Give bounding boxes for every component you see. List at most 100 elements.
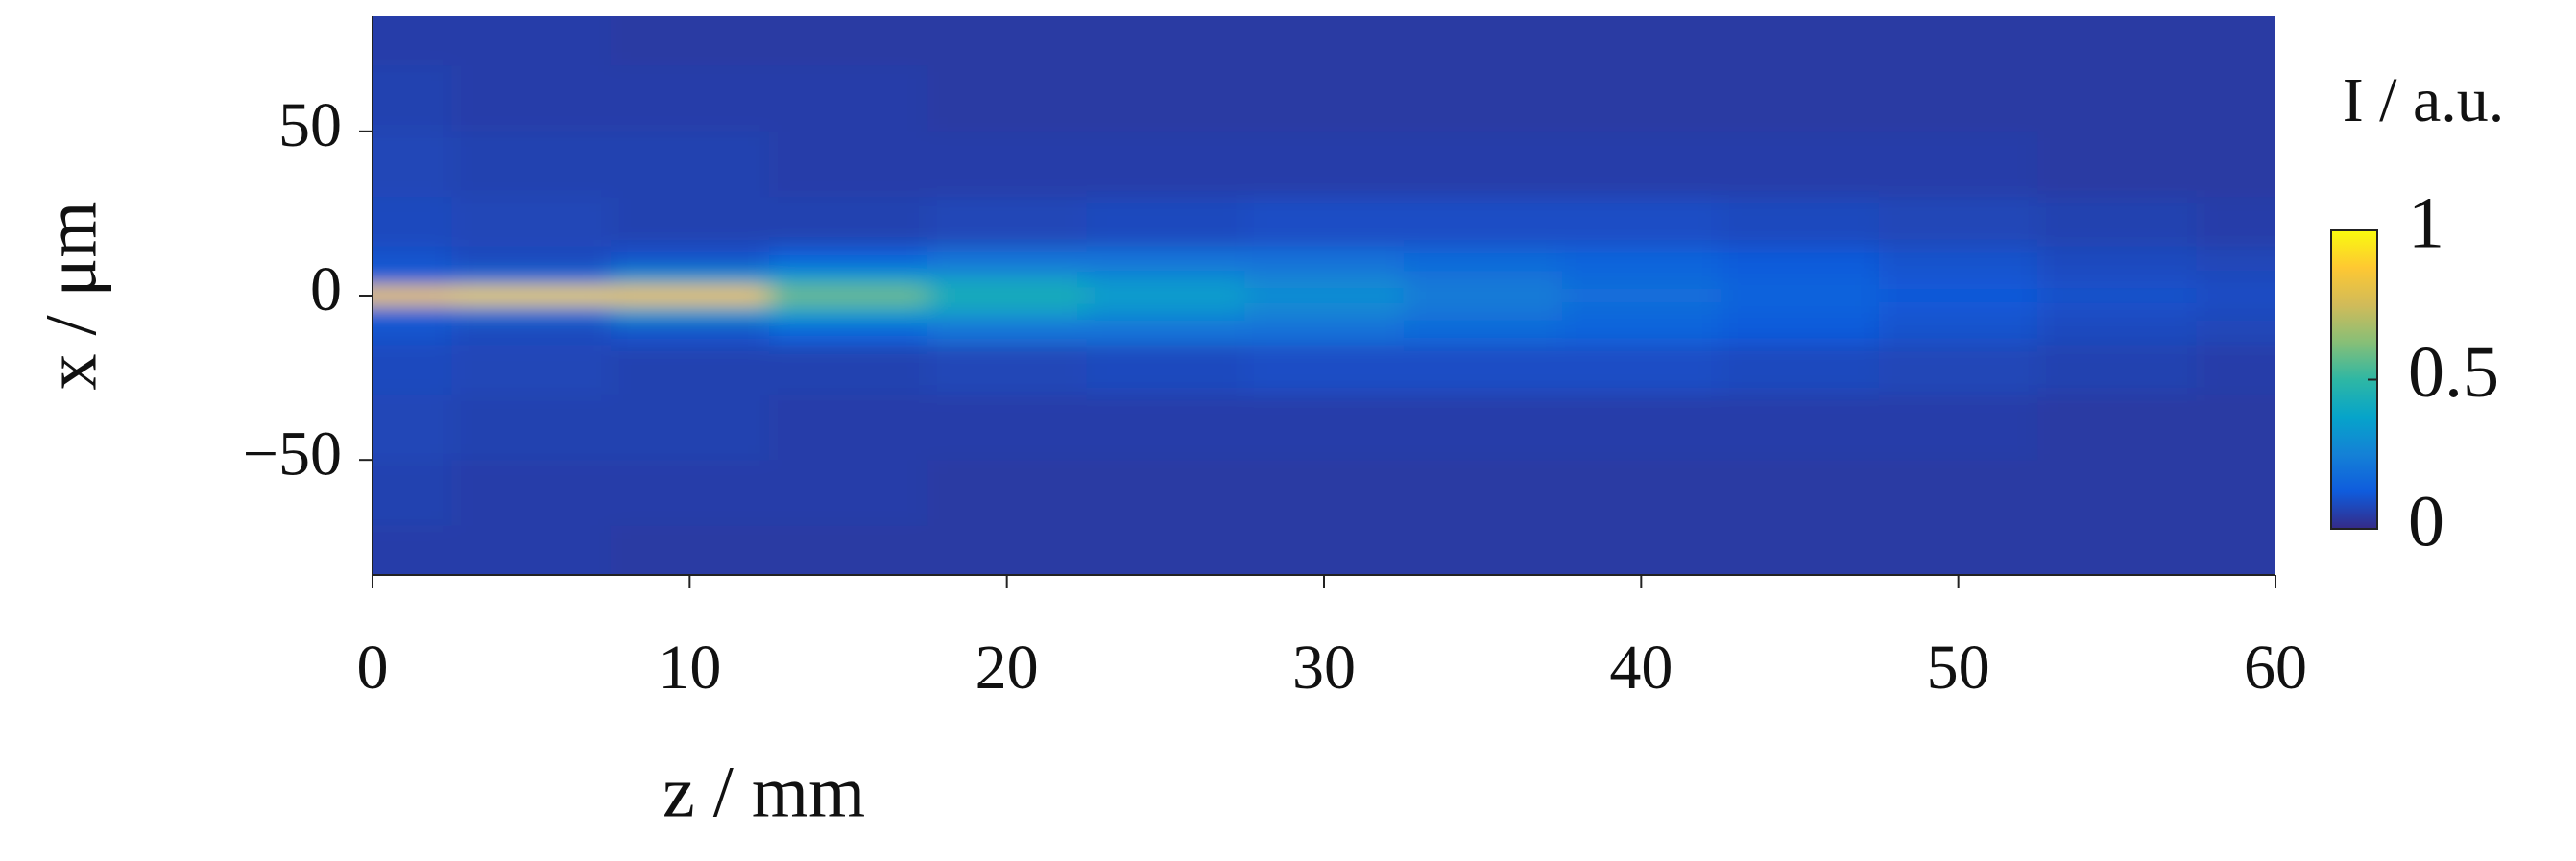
heatmap-cell bbox=[373, 197, 452, 248]
heatmap-cell bbox=[1720, 16, 1880, 66]
heatmap-cell bbox=[2037, 287, 2197, 305]
heatmap-cell bbox=[1403, 16, 1562, 66]
heatmap-cell bbox=[1244, 246, 1404, 272]
heatmap-cell bbox=[768, 320, 928, 346]
heatmap-cell bbox=[2037, 394, 2197, 461]
heatmap-cell bbox=[2037, 271, 2197, 288]
heatmap-cell bbox=[2196, 303, 2275, 322]
heatmap-cell bbox=[373, 345, 452, 395]
heatmap-cell bbox=[2196, 16, 2275, 66]
heatmap-cell bbox=[451, 320, 611, 346]
heatmap-cell bbox=[2037, 320, 2197, 346]
heatmap-cell bbox=[927, 131, 1087, 198]
y-axis-label: x / μm bbox=[31, 202, 111, 391]
heatmap-cell bbox=[610, 320, 769, 346]
heatmap-cell bbox=[373, 394, 452, 461]
heatmap-cell bbox=[2037, 345, 2197, 395]
heatmap-cell bbox=[1244, 303, 1404, 322]
heatmap-cell bbox=[1879, 303, 2038, 322]
heatmap-cell bbox=[610, 16, 769, 66]
heatmap-cell bbox=[1879, 394, 2038, 461]
heatmap-cell bbox=[610, 271, 769, 288]
colorbar-tick-label: 0 bbox=[2408, 481, 2444, 562]
heatmap-cell bbox=[1879, 320, 2038, 346]
heatmap-cell bbox=[768, 271, 928, 288]
heatmap-cell bbox=[451, 303, 611, 322]
colorbar-tick-label: 0.5 bbox=[2408, 332, 2499, 413]
heatmap-cell bbox=[451, 287, 611, 305]
heatmap-cell bbox=[2196, 525, 2275, 575]
heatmap-cell bbox=[768, 303, 928, 322]
x-tick-label: 30 bbox=[1292, 633, 1356, 703]
heatmap-cell bbox=[1403, 460, 1562, 527]
heatmap-cell bbox=[1720, 197, 1880, 248]
heatmap-cell bbox=[610, 460, 769, 527]
x-tick-label: 50 bbox=[1927, 633, 1990, 703]
heatmap-cell bbox=[610, 131, 769, 198]
heatmap-cell bbox=[1720, 246, 1880, 272]
heatmap-cell bbox=[768, 131, 928, 198]
y-tick-label: 50 bbox=[278, 90, 342, 160]
heatmap-cell bbox=[451, 525, 611, 575]
heatmap-cell bbox=[610, 303, 769, 322]
heatmap-cell bbox=[1720, 303, 1880, 322]
heatmap-cell bbox=[451, 345, 611, 395]
heatmap-cell bbox=[610, 525, 769, 575]
heatmap-cell bbox=[2037, 131, 2197, 198]
heatmap-cell bbox=[373, 460, 452, 527]
heatmap-cell bbox=[768, 394, 928, 461]
heatmap-cell bbox=[1244, 394, 1404, 461]
heatmap-cell bbox=[2037, 525, 2197, 575]
colorbar-label: I / a.u. bbox=[2343, 65, 2505, 135]
heatmap-cell bbox=[768, 460, 928, 527]
heatmap-cell bbox=[451, 460, 611, 527]
heatmap-cell bbox=[2037, 460, 2197, 527]
heatmap-cell bbox=[927, 460, 1087, 527]
heatmap-cell bbox=[1086, 320, 1245, 346]
heatmap-cell bbox=[1403, 394, 1562, 461]
heatmap bbox=[373, 16, 2275, 575]
heatmap-cell bbox=[2196, 131, 2275, 198]
heatmap-cell bbox=[1403, 197, 1562, 248]
heatmap-cell bbox=[1086, 131, 1245, 198]
heatmap-cell bbox=[1086, 345, 1245, 395]
heatmap-cell bbox=[1086, 525, 1245, 575]
heatmap-cell bbox=[1244, 320, 1404, 346]
heatmap-cell bbox=[610, 197, 769, 248]
heatmap-cell bbox=[1086, 394, 1245, 461]
heatmap-cell bbox=[1244, 271, 1404, 288]
heatmap-cell bbox=[1720, 345, 1880, 395]
heatmap-cell bbox=[927, 345, 1087, 395]
heatmap-cell bbox=[1561, 525, 1721, 575]
heatmap-cell bbox=[1879, 287, 2038, 305]
heatmap-cell bbox=[1879, 525, 2038, 575]
heatmap-cell bbox=[1561, 16, 1721, 66]
heatmap-cell bbox=[2196, 287, 2275, 305]
heatmap-cell bbox=[1720, 131, 1880, 198]
heatmap-cell bbox=[1879, 345, 2038, 395]
x-axis-label: z / mm bbox=[662, 752, 865, 832]
heatmap-cell bbox=[1244, 197, 1404, 248]
heatmap-cell bbox=[1879, 271, 2038, 288]
heatmap-cell bbox=[1086, 271, 1245, 288]
heatmap-cell bbox=[927, 525, 1087, 575]
heatmap-cell bbox=[373, 303, 452, 322]
heatmap-cell bbox=[2196, 246, 2275, 272]
heatmap-cell bbox=[1403, 345, 1562, 395]
heatmap-cell bbox=[1720, 287, 1880, 305]
heatmap-cell bbox=[373, 271, 452, 288]
heatmap-cell bbox=[1561, 303, 1721, 322]
heatmap-cell bbox=[451, 65, 611, 132]
heatmap-cell bbox=[1403, 320, 1562, 346]
heatmap-cell bbox=[451, 131, 611, 198]
heatmap-cell bbox=[373, 131, 452, 198]
heatmap-cell bbox=[927, 197, 1087, 248]
heatmap-cell bbox=[1561, 287, 1721, 305]
heatmap-cell bbox=[927, 246, 1087, 272]
heatmap-cell bbox=[451, 246, 611, 272]
heatmap-cell bbox=[1879, 16, 2038, 66]
heatmap-cell bbox=[1561, 271, 1721, 288]
heatmap-cell bbox=[927, 271, 1087, 288]
